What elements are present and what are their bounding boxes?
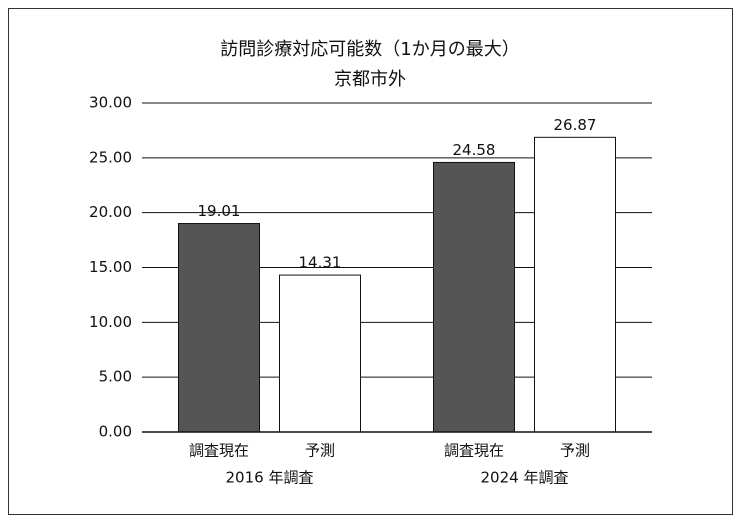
x-group-label: 2016 年調査 [226, 469, 314, 487]
x-tick-label: 調査現在 [189, 442, 249, 460]
chart-title: 訪問診療対応可能数（1か月の最大） [220, 39, 519, 60]
data-label: 26.87 [554, 116, 597, 134]
chart-border [8, 8, 733, 515]
y-tick-label: 25.00 [89, 148, 132, 166]
data-label: 19.01 [198, 202, 241, 220]
x-tick-label: 予測 [560, 442, 590, 460]
chart-subtitle: 京都市外 [334, 69, 406, 90]
bar [534, 136, 616, 433]
y-tick-label: 10.00 [89, 313, 132, 331]
x-group-label: 2024 年調査 [481, 469, 569, 487]
bar [178, 223, 260, 433]
y-tick-label: 30.00 [89, 94, 132, 112]
y-tick-label: 20.00 [89, 203, 132, 221]
x-tick-label: 予測 [305, 442, 335, 460]
y-tick-label: 5.00 [99, 368, 132, 386]
bar [279, 274, 361, 433]
data-label: 24.58 [453, 141, 496, 159]
y-tick-label: 0.00 [99, 423, 132, 441]
data-label: 14.31 [299, 254, 342, 272]
bar [433, 161, 515, 433]
x-tick-label: 調査現在 [444, 442, 504, 460]
y-tick-label: 15.00 [89, 258, 132, 276]
